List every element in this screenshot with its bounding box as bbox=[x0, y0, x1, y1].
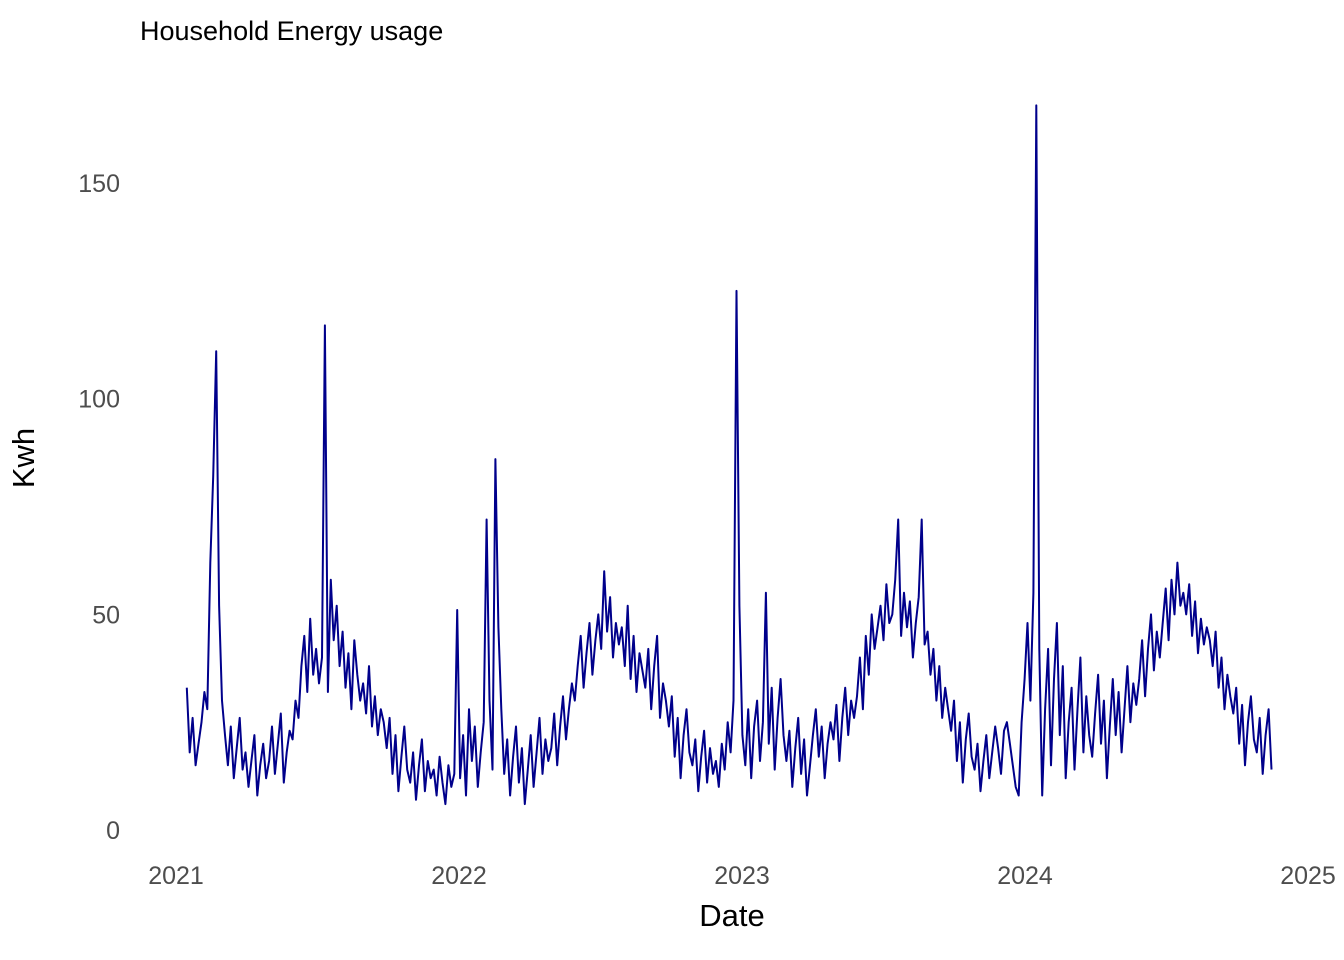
energy-line-series bbox=[185, 104, 1273, 806]
y-tick-label: 0 bbox=[106, 817, 120, 845]
y-axis-title: Kwh bbox=[6, 428, 41, 488]
y-tick-label: 100 bbox=[78, 386, 120, 414]
x-axis-title: Date bbox=[699, 898, 764, 933]
chart-title: Household Energy usage bbox=[140, 16, 444, 46]
x-tick-label: 2022 bbox=[431, 862, 487, 890]
y-tick-label: 150 bbox=[78, 170, 120, 198]
axis-ticks-layer: 0 50 100 150 2021 2022 2023 2024 2025 bbox=[78, 170, 1336, 890]
x-tick-label: 2023 bbox=[714, 862, 770, 890]
x-tick-label: 2024 bbox=[997, 862, 1053, 890]
x-tick-label: 2025 bbox=[1280, 862, 1336, 890]
y-tick-label: 50 bbox=[92, 601, 120, 629]
x-tick-label: 2021 bbox=[148, 862, 204, 890]
